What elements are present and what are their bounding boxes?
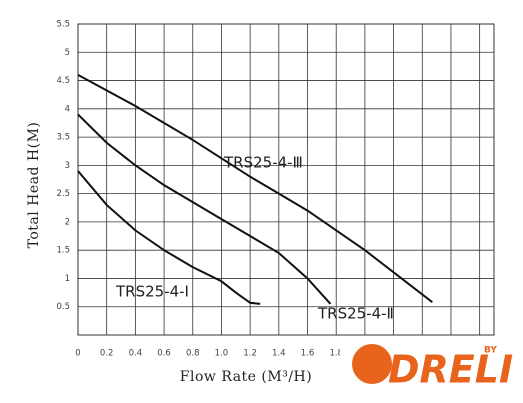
curve-label: TRS25-4-Ⅰ [115,283,189,301]
curve [77,170,261,305]
x-tick-label: 0.2 [100,349,114,359]
x-tick-label: 0.4 [129,349,143,359]
y-tick-label: 1.5 [56,246,70,256]
curve-label: TRS25-4-Ⅱ [317,305,394,323]
curve [77,113,332,305]
x-tick-label: 0 [75,349,80,359]
y-tick-label: 5.5 [56,20,70,30]
logo-text: DRELI [388,348,513,392]
x-tick-label: 1.8 [329,349,343,359]
y-tick-label: 0.5 [56,302,70,312]
x-tick-label: 0.8 [186,349,200,359]
x-tick-label: 1.6 [301,349,315,359]
x-tick-label: 1.0 [215,349,229,359]
y-tick-label: 5 [65,48,70,58]
curve [77,74,433,303]
x-tick-label: 1.4 [272,349,286,359]
logo: DRELI BY [340,340,513,395]
y-axis-title: Total Head H(M) [26,122,42,249]
y-tick-label: 2.5 [56,189,70,199]
logo-icon [352,344,392,384]
y-tick-label: 3 [65,161,70,171]
y-tick-label: 4.5 [56,76,70,86]
curve-label: TRS25-4-Ⅲ [223,154,303,172]
logo-tag: BY [484,346,497,356]
y-tick-label: 2 [65,217,70,227]
x-axis-title: Flow Rate (M³/H) [180,369,312,385]
y-tick-label: 1 [65,274,70,284]
x-tick-label: 1.2 [243,349,257,359]
x-tick-label: 0.6 [157,349,171,359]
y-tick-label: 4 [65,104,70,114]
y-tick-label: 3.5 [56,133,70,143]
